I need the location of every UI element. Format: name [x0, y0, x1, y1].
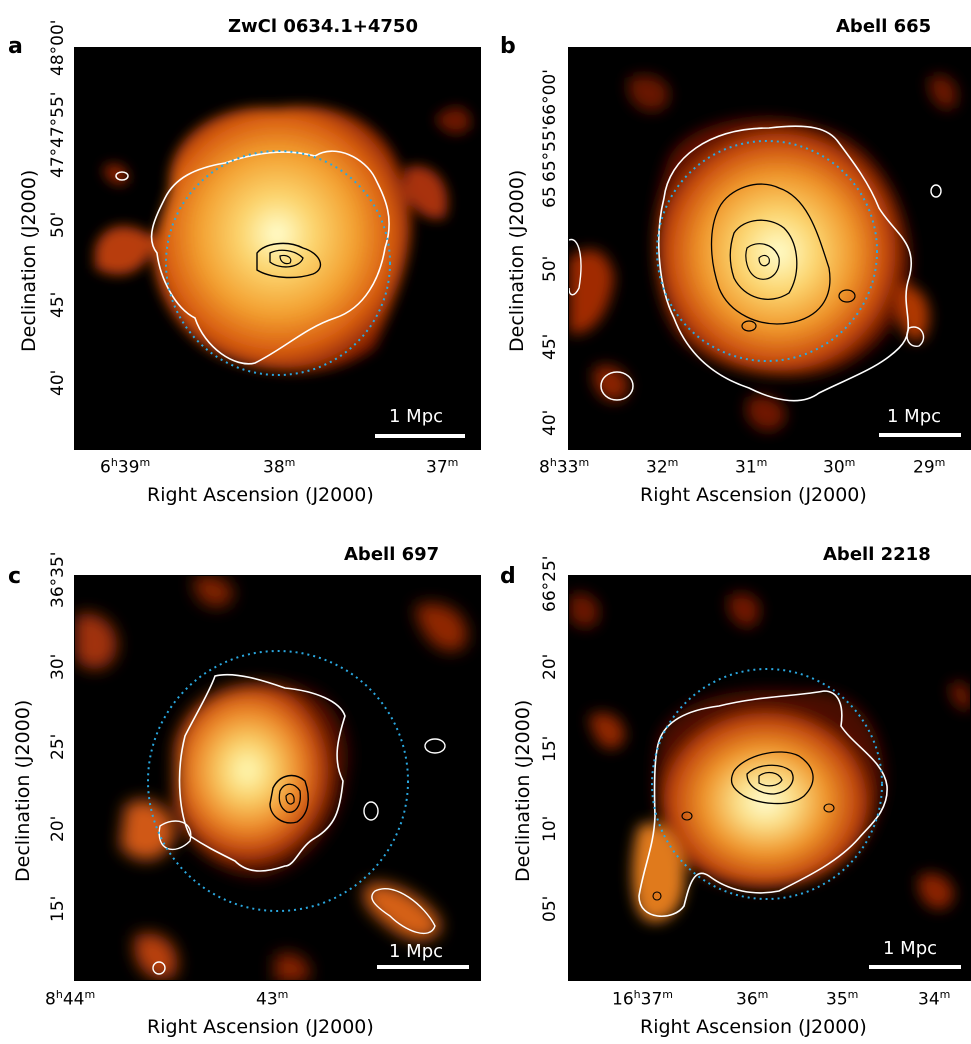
scale-label: 1 Mpc — [887, 406, 942, 427]
panel-letter: d — [500, 564, 516, 589]
x-axis-label: Right Ascension (J2000) — [147, 484, 374, 506]
x-tick: 6h39m — [100, 456, 151, 478]
y-tick: 45' — [540, 333, 560, 360]
radio-image: 1 Mpc — [568, 575, 971, 981]
y-tick: 36°35' — [48, 551, 68, 608]
x-tick: 36m — [736, 988, 769, 1010]
panel-title: Abell 697 — [344, 544, 440, 565]
scale-bar — [377, 965, 469, 969]
y-tick: 10' — [540, 815, 560, 842]
x-tick: 8h33m — [539, 456, 590, 478]
y-tick: 48°00' — [48, 19, 68, 76]
panel-letter: a — [8, 34, 23, 59]
x-tick: 43m — [256, 988, 289, 1010]
y-tick: 50' — [540, 255, 560, 282]
x-tick: 8h44m — [45, 988, 96, 1010]
scale-label: 1 Mpc — [389, 406, 444, 427]
y-tick: 20' — [540, 653, 560, 680]
scale-label: 1 Mpc — [389, 941, 444, 962]
scale-bar — [879, 433, 961, 437]
radio-image: 1 Mpc — [568, 47, 971, 450]
scale-bar — [869, 965, 961, 969]
x-tick: 31m — [735, 456, 768, 478]
x-tick: 30m — [823, 456, 856, 478]
y-tick: 47° — [48, 147, 68, 178]
y-tick: 40' — [540, 409, 560, 436]
scale-label: 1 Mpc — [883, 938, 938, 959]
y-tick: 25' — [48, 733, 68, 760]
x-tick: 16h37m — [612, 988, 673, 1010]
y-axis-label: Declination (J2000) — [12, 699, 34, 882]
panel-title: Abell 2218 — [823, 544, 931, 565]
x-axis-label: Right Ascension (J2000) — [640, 1016, 867, 1038]
y-tick: 40' — [48, 369, 68, 396]
x-tick: 38m — [263, 456, 296, 478]
y-tick: 65 — [540, 186, 560, 208]
y-tick: 15' — [48, 895, 68, 922]
x-tick: 29m — [913, 456, 946, 478]
radio-image: 1 Mpc — [74, 575, 481, 981]
x-tick: 34m — [918, 988, 951, 1010]
panel-letter: b — [500, 34, 516, 59]
panel-title: Abell 665 — [836, 16, 932, 37]
scale-bar — [375, 434, 465, 438]
y-tick: 20' — [48, 815, 68, 842]
y-tick: 50' — [48, 211, 68, 238]
x-tick: 35m — [826, 988, 859, 1010]
y-tick: 15' — [540, 735, 560, 762]
y-tick: 05' — [540, 895, 560, 922]
y-axis-label: Declination (J2000) — [512, 699, 534, 882]
x-tick: 32m — [646, 456, 679, 478]
y-axis-label: Declination (J2000) — [18, 169, 40, 352]
panel-letter: c — [8, 564, 22, 589]
y-tick: 65°55'66°00' — [540, 69, 560, 182]
y-axis-label: Declination (J2000) — [506, 169, 528, 352]
y-tick: 47°55' — [48, 91, 68, 148]
y-tick: 45' — [48, 291, 68, 318]
y-tick: 30' — [48, 653, 68, 680]
x-tick: 37m — [426, 456, 459, 478]
panel-title: ZwCl 0634.1+4750 — [228, 16, 418, 37]
radio-image: 1 Mpc — [74, 47, 481, 450]
x-axis-label: Right Ascension (J2000) — [147, 1016, 374, 1038]
x-axis-label: Right Ascension (J2000) — [640, 484, 867, 506]
y-tick: 66°25' — [540, 555, 560, 612]
